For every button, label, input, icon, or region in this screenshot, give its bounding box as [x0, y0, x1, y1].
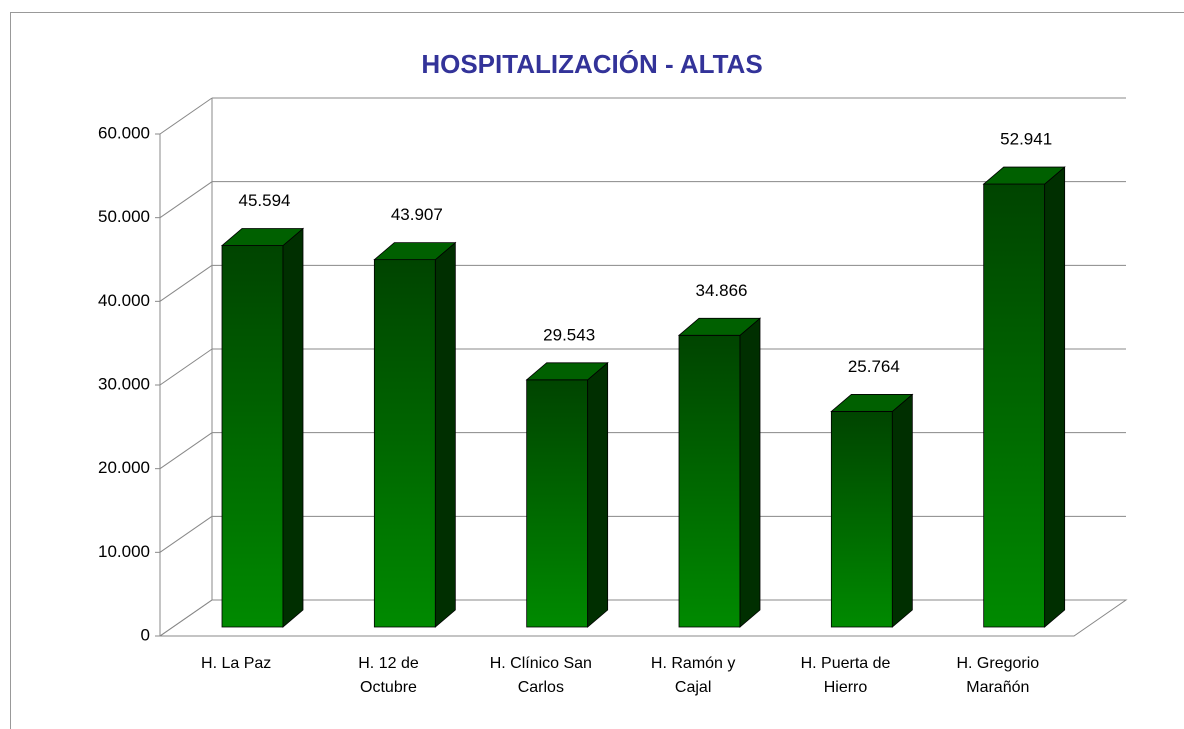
bar-front [678, 334, 741, 628]
bar-side [1044, 166, 1066, 628]
bar-top [677, 317, 762, 336]
grid-line [159, 181, 213, 219]
bar [373, 241, 457, 628]
bar-top [525, 362, 609, 381]
value-label: 34.866 [696, 281, 748, 300]
bar [677, 317, 762, 628]
bar-top [830, 394, 914, 412]
x-tick-label: H. Ramón y Cajal [650, 655, 736, 696]
bar-front [983, 183, 1046, 628]
x-tick-label: H. 12 de Octubre [358, 655, 419, 696]
bar-top [373, 242, 457, 261]
grid-line [159, 97, 213, 135]
bar-top [220, 228, 305, 246]
grid-line [159, 515, 213, 553]
value-label: 52.941 [1000, 130, 1052, 149]
x-tick-label: H. La Paz [201, 655, 272, 672]
value-label: 45.594 [239, 191, 291, 210]
y-tick-label: 40.000 [98, 291, 150, 310]
grid-line [159, 348, 213, 386]
x-tick-label: H. Puerta de Hierro [800, 655, 891, 696]
bar-front [526, 379, 589, 628]
bar [525, 361, 609, 628]
y-tick-label: 60.000 [98, 123, 150, 142]
chart-title: HOSPITALIZACIÓN - ALTAS [421, 49, 762, 79]
wall [158, 599, 1128, 637]
y-tick-label: 50.000 [98, 207, 150, 226]
bar-side [891, 393, 913, 628]
y-tick-label: 30.000 [98, 374, 150, 393]
x-tick-label: H. Clínico San Carlos [489, 655, 592, 696]
grid-line [159, 432, 213, 470]
bar [220, 227, 305, 628]
bar-side [587, 361, 609, 628]
value-label: 43.907 [391, 205, 443, 224]
bar-front [373, 259, 436, 628]
bar-top [982, 166, 1066, 185]
x-tick-label: H. Gregorio Marañón [956, 655, 1040, 696]
bar [830, 393, 914, 628]
bar-side [434, 241, 456, 628]
value-label: 25.764 [848, 357, 900, 376]
grid-line [159, 264, 213, 302]
bar-side [739, 317, 761, 628]
y-tick-label: 10.000 [98, 542, 150, 561]
value-label: 29.543 [543, 325, 595, 344]
y-tick-label: 0 [141, 625, 150, 644]
bar [982, 166, 1066, 628]
grid-line [159, 599, 213, 637]
bar-front [221, 245, 284, 628]
bar-front [830, 411, 893, 628]
bar-side [282, 227, 304, 628]
y-tick-label: 20.000 [98, 458, 150, 477]
